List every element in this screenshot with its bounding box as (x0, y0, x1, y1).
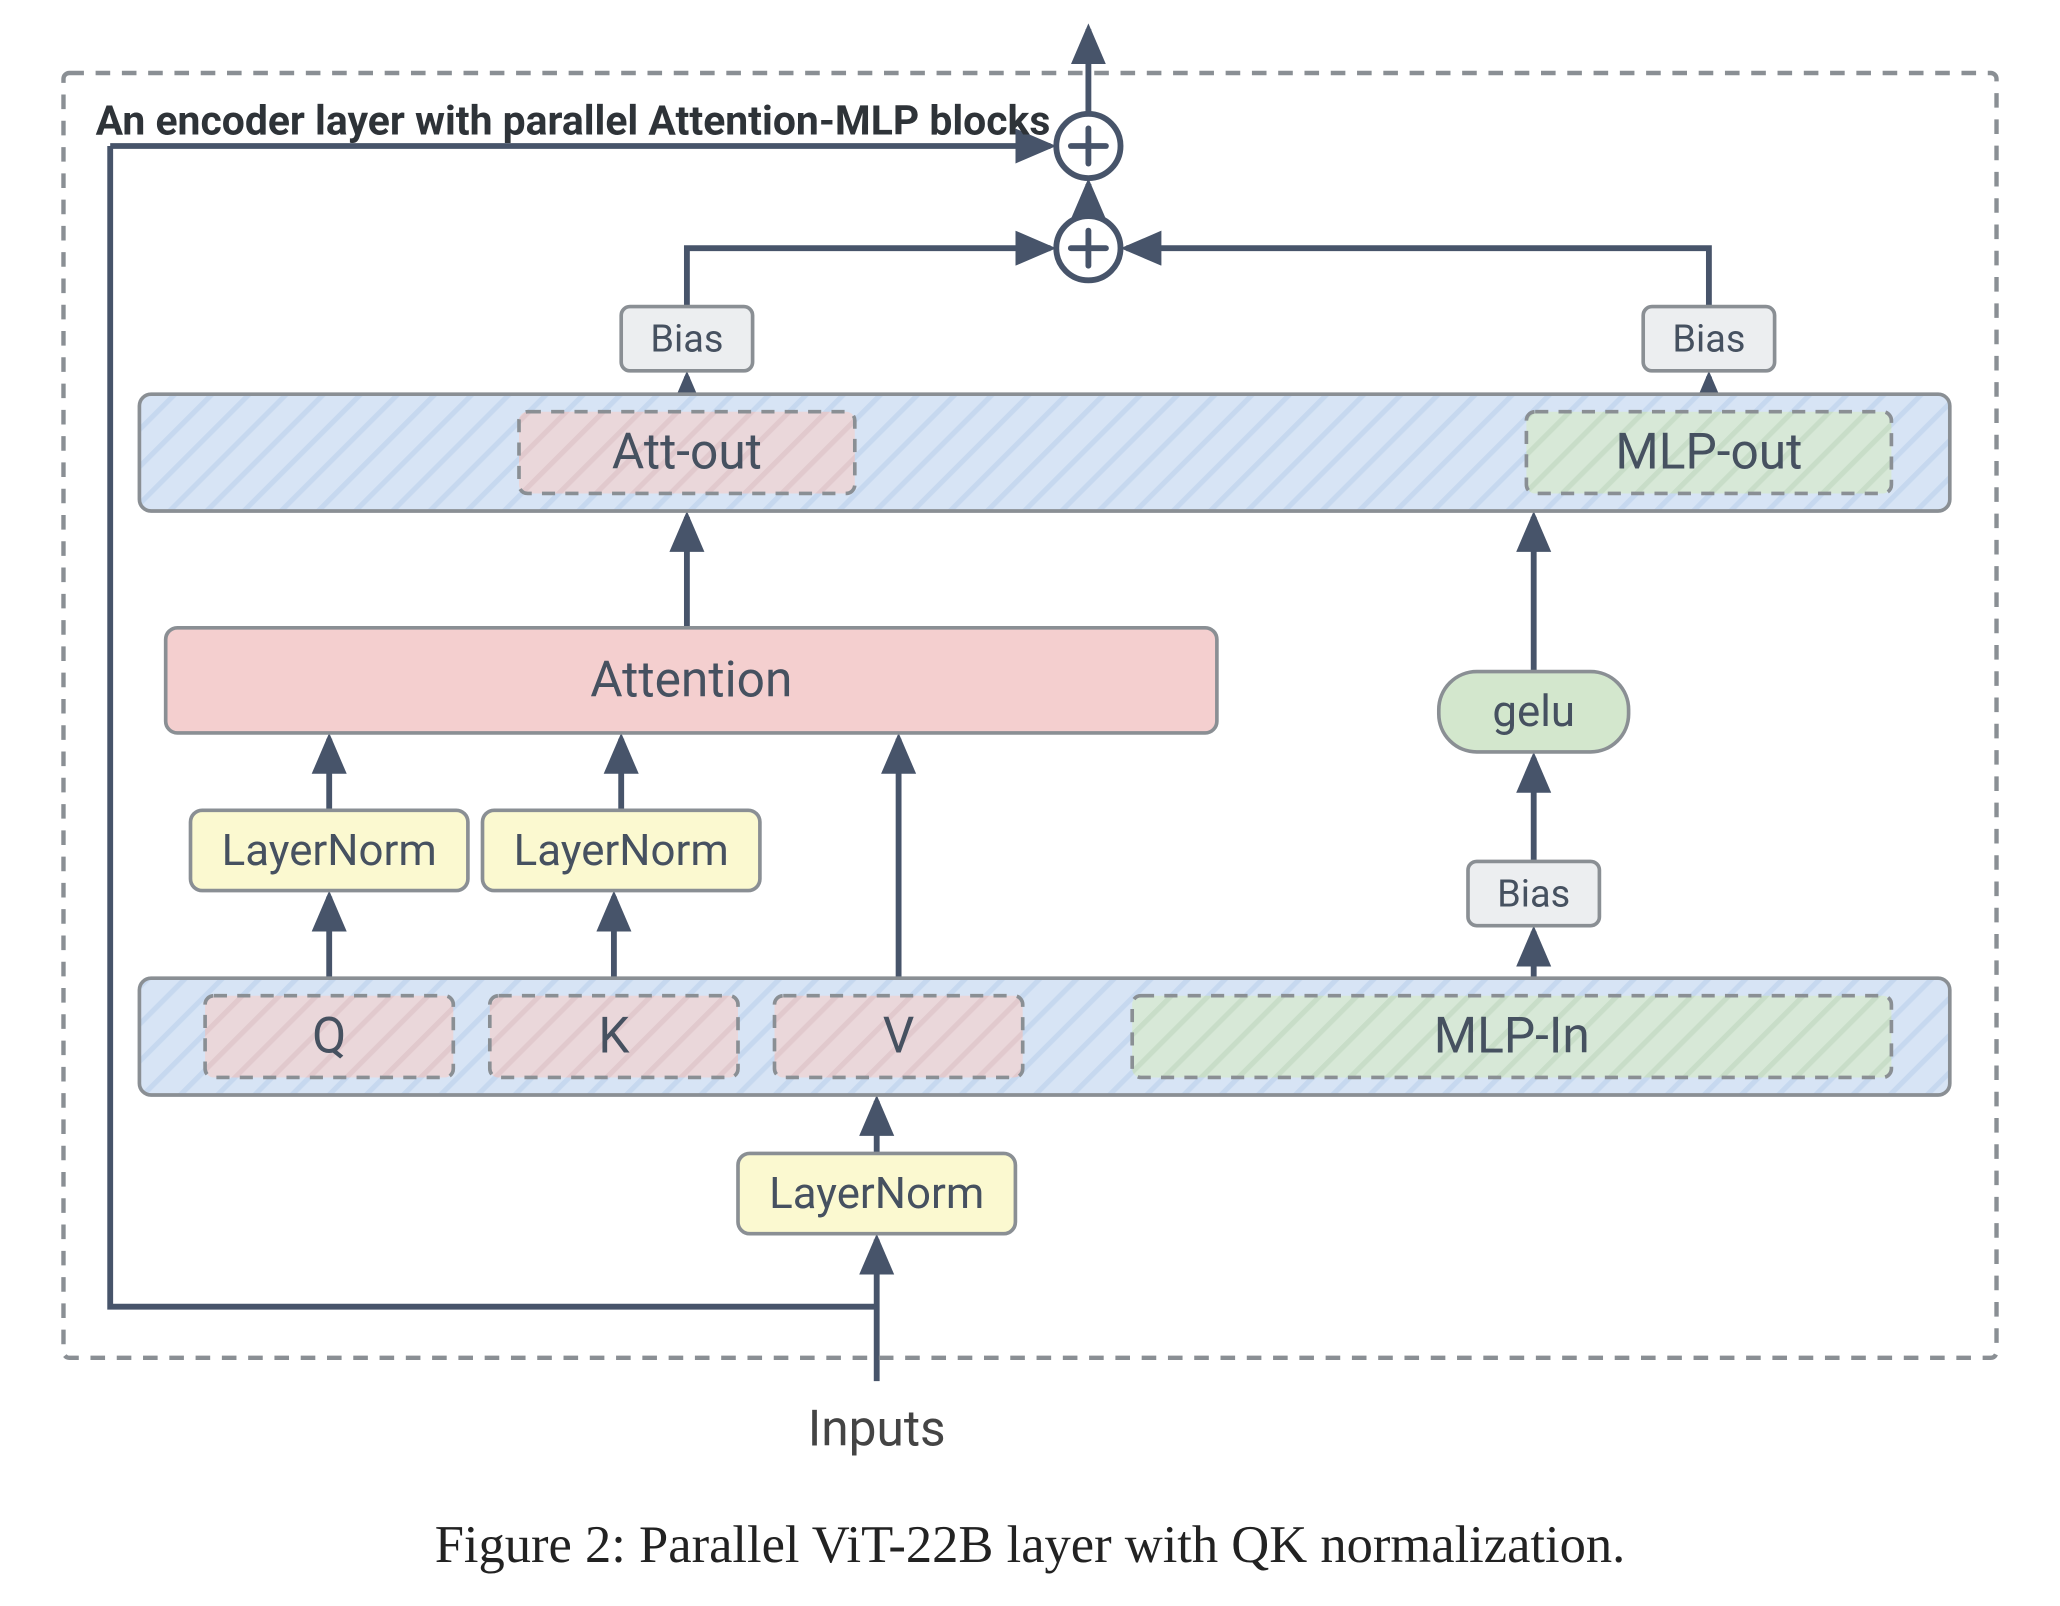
arrow-biasmlp-plus (1126, 248, 1709, 306)
attention-box-label: Attention (590, 651, 792, 709)
bias-mlp: Bias (1643, 307, 1774, 371)
mlp-out-box-label: MLP-out (1615, 424, 1802, 482)
layernorm-k: LayerNorm (483, 810, 760, 890)
mlp-out-box: MLP-out (1526, 412, 1891, 494)
layernorm-input: LayerNorm (738, 1153, 1015, 1233)
bias-att: Bias (621, 307, 752, 371)
figure-caption: Figure 2: Parallel ViT-22B layer with QK… (435, 1516, 1626, 1574)
v-box-label: V (883, 1008, 915, 1066)
bias-mlp-in-label: Bias (1497, 872, 1570, 916)
mlp-in-box: MLP-In (1132, 996, 1891, 1078)
bias-mlp-in: Bias (1468, 861, 1599, 925)
add-lower (1056, 216, 1120, 280)
encoder-title: An encoder layer with parallel Attention… (96, 96, 1051, 144)
q-box-label: Q (312, 1008, 346, 1066)
inputs-label: Inputs (808, 1400, 946, 1458)
arrow-biasatt-plus (687, 248, 1051, 306)
q-box: Q (205, 996, 453, 1078)
bias-att-label: Bias (650, 318, 723, 362)
layernorm-q-label: LayerNorm (222, 824, 437, 876)
bias-mlp-label: Bias (1672, 318, 1745, 362)
layernorm-q: LayerNorm (191, 810, 468, 890)
att-out-box-label: Att-out (612, 424, 762, 482)
add-upper (1056, 114, 1120, 178)
attention-box: Attention (166, 628, 1217, 733)
k-box-label: K (598, 1008, 630, 1066)
layernorm-input-label: LayerNorm (769, 1167, 984, 1219)
gelu-box-label: gelu (1492, 685, 1575, 737)
att-out-box: Att-out (519, 412, 855, 494)
v-box: V (775, 996, 1023, 1078)
mlp-in-box-label: MLP-In (1434, 1008, 1590, 1066)
k-box: K (490, 996, 738, 1078)
layernorm-k-label: LayerNorm (514, 824, 729, 876)
gelu-box: gelu (1439, 672, 1629, 752)
